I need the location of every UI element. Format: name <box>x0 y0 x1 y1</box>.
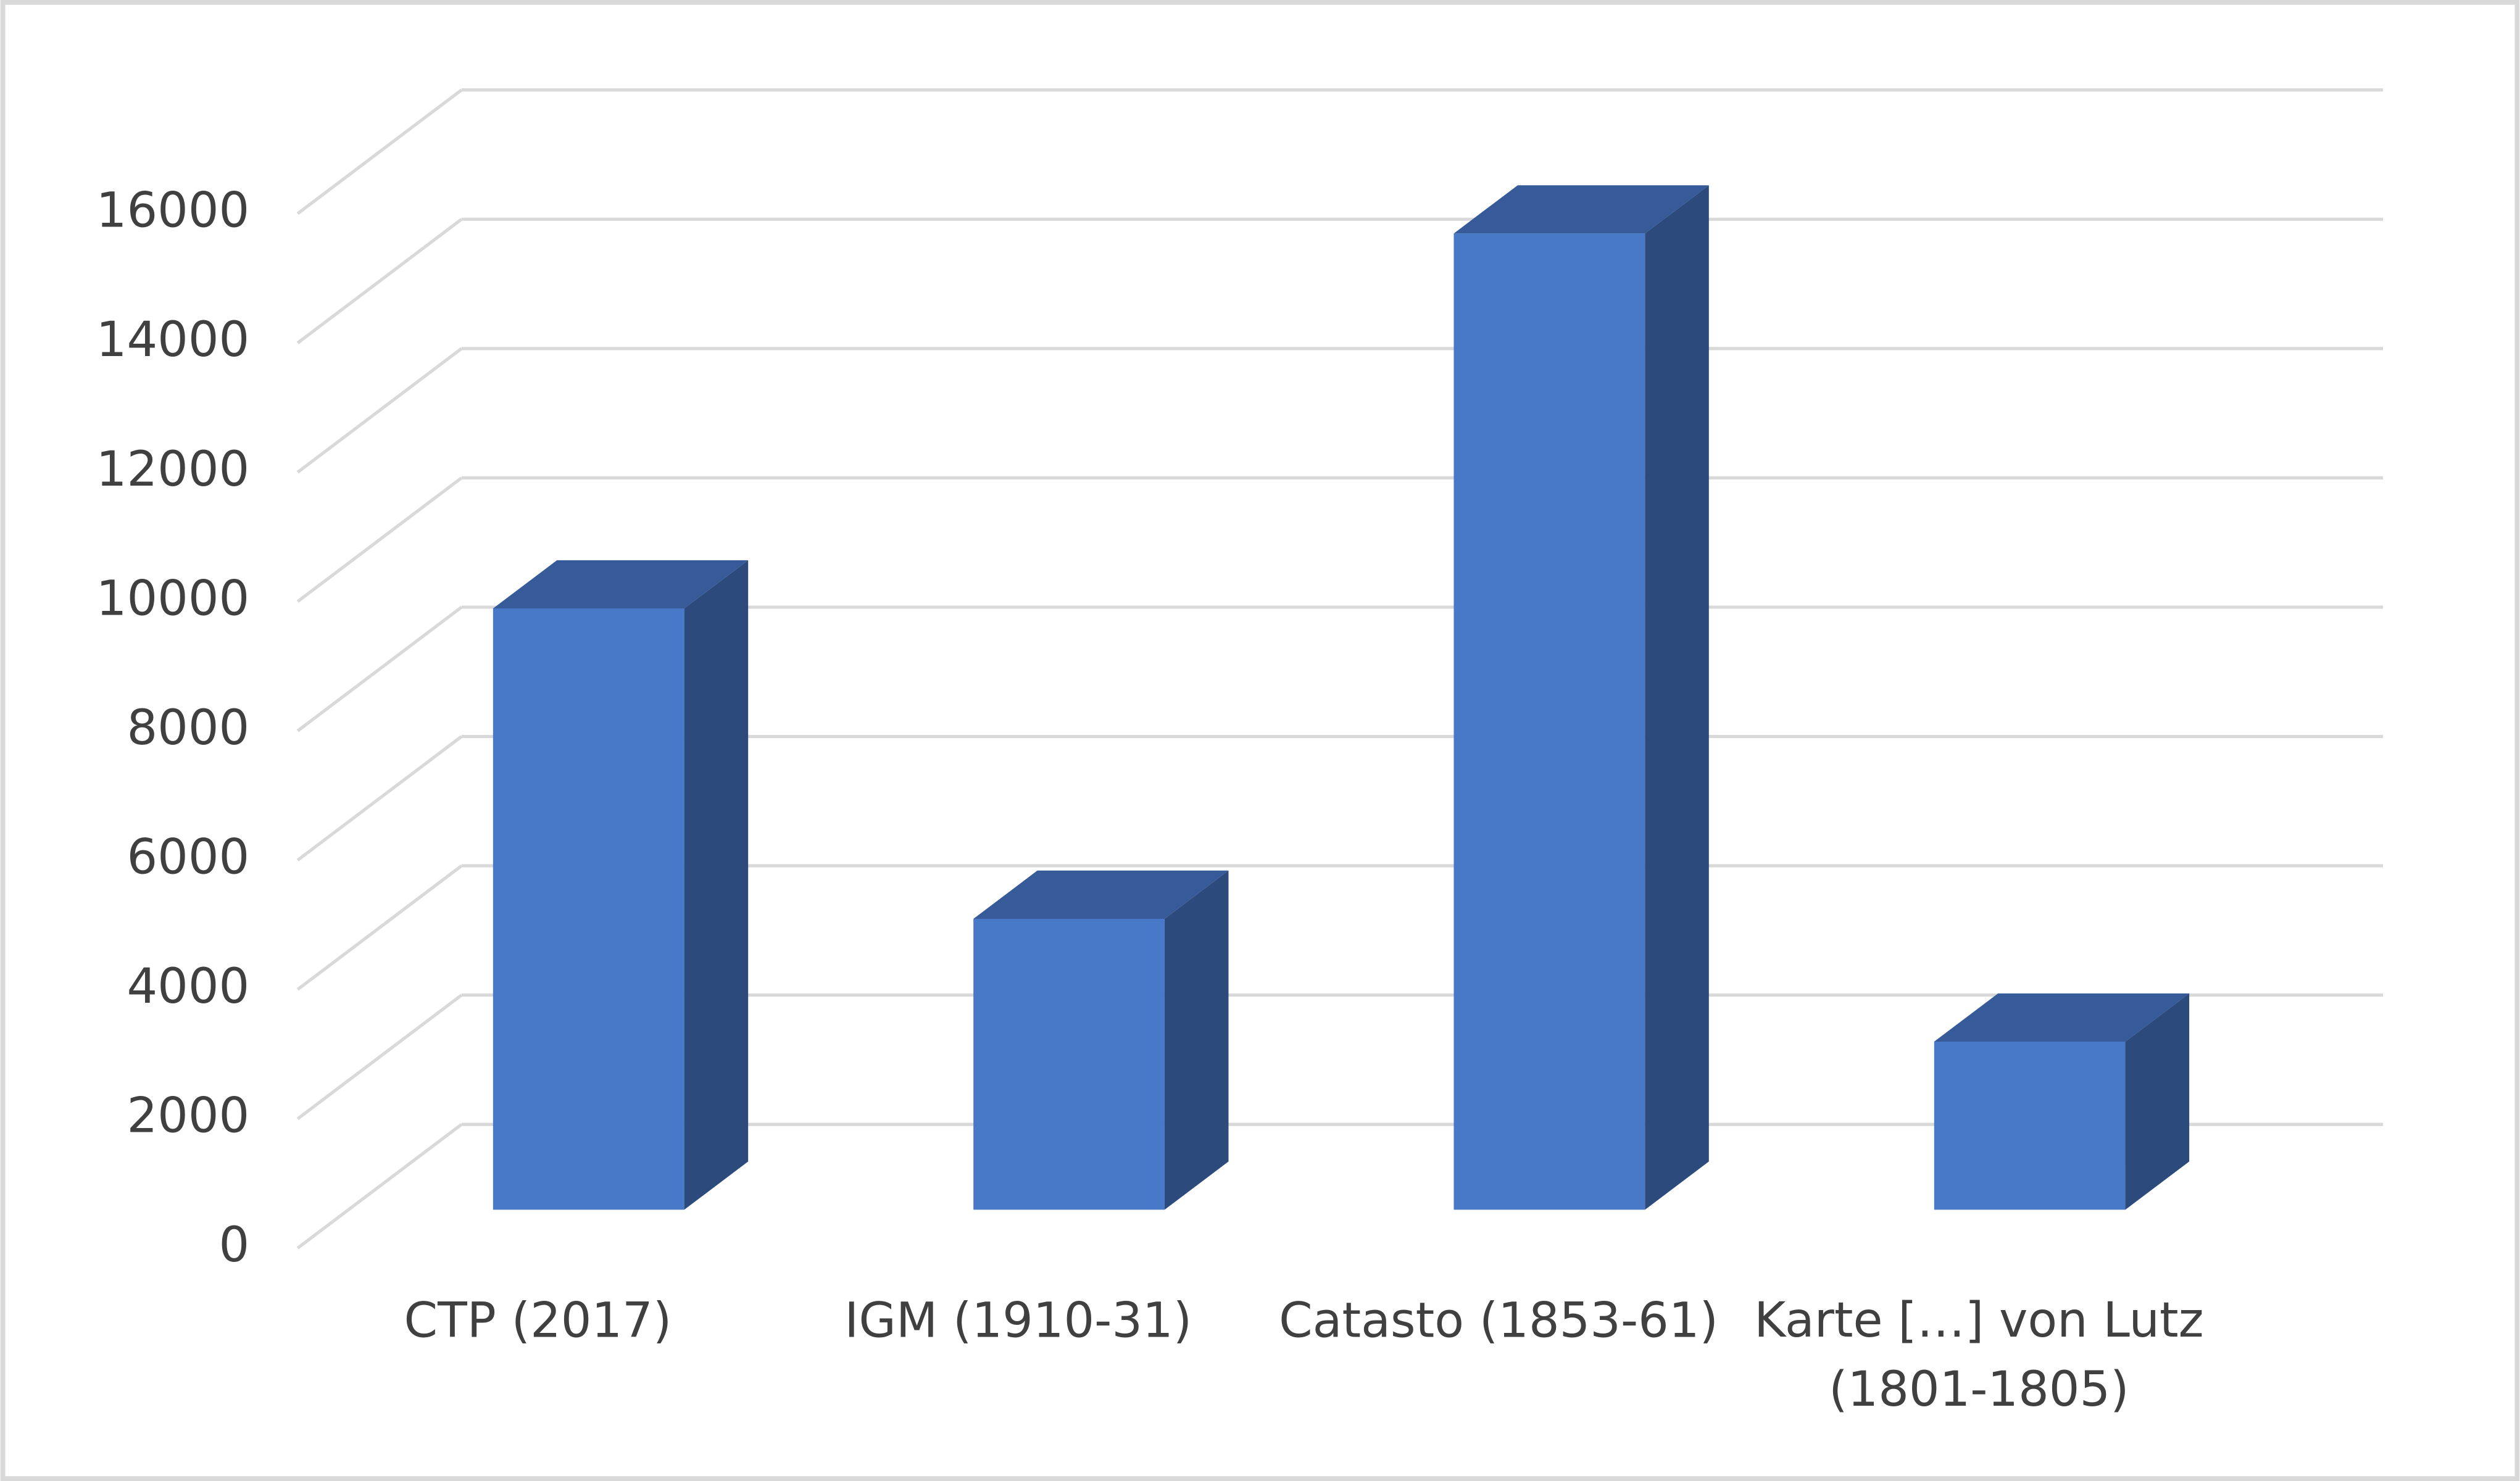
bar <box>1453 185 1709 1210</box>
y-tick-label: 10000 <box>96 571 249 626</box>
grid-line-diagonal <box>296 218 463 344</box>
y-tick-label: 0 <box>219 1218 250 1273</box>
bar-front <box>493 608 684 1210</box>
bar-top <box>973 870 1229 919</box>
grid-line-diagonal <box>296 864 463 991</box>
grid-line-diagonal <box>296 1123 463 1250</box>
bar <box>493 560 749 1210</box>
x-tick-label: IGM (1910-31) <box>844 1293 1192 1348</box>
x-tick-label: CTP (2017) <box>404 1293 672 1348</box>
y-tick-label: 8000 <box>127 700 249 756</box>
grid-line-diagonal <box>296 605 463 732</box>
bar-side <box>684 560 749 1210</box>
y-tick-label: 2000 <box>127 1088 249 1143</box>
y-tick-label: 14000 <box>96 312 249 368</box>
grid-line-diagonal <box>296 735 463 862</box>
bar <box>973 870 1229 1210</box>
y-tick-label: 12000 <box>96 442 249 497</box>
bar-top <box>493 560 749 609</box>
grid-line-diagonal <box>296 476 463 603</box>
grid-line-diagonal <box>296 347 463 474</box>
bar-top <box>1453 185 1709 234</box>
grid-line-diagonal <box>296 994 463 1121</box>
y-tick-label: 16000 <box>96 183 249 239</box>
grid-line-diagonal <box>296 88 463 215</box>
bar-top <box>1934 993 2190 1042</box>
y-tick-label: 6000 <box>127 829 249 885</box>
bar <box>1934 993 2190 1210</box>
y-tick-label: 4000 <box>127 959 249 1014</box>
bar-front <box>1934 1042 2126 1210</box>
bar-side <box>1164 870 1229 1210</box>
x-tick-label: Karte […] von Lutz (1801-1805) <box>1754 1293 2204 1417</box>
bar-front <box>1453 233 1645 1210</box>
bar-side <box>2125 993 2190 1210</box>
x-tick-label: Catasto (1853-61) <box>1279 1293 1718 1348</box>
bar-side <box>1645 185 1709 1210</box>
bar-front <box>973 918 1165 1210</box>
